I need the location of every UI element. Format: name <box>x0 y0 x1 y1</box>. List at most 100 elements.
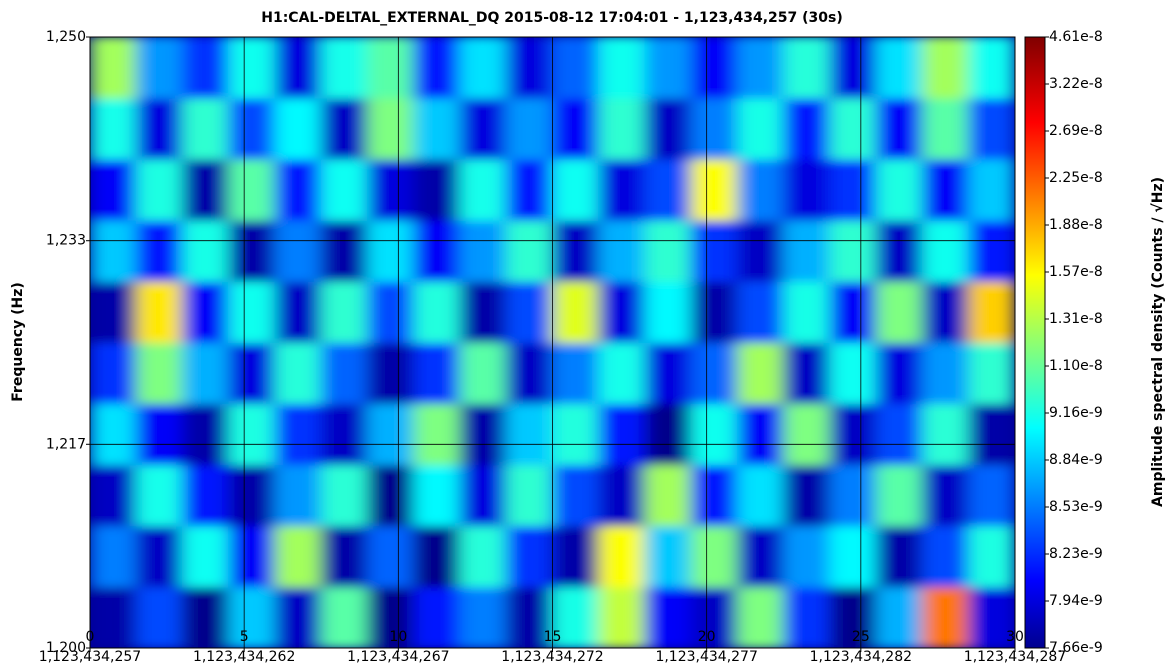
heatmap-cell <box>274 342 322 405</box>
heatmap-cell <box>274 97 322 160</box>
heatmap-cell <box>968 158 1015 221</box>
heatmap-cell <box>90 97 137 160</box>
heatmap-cell <box>182 97 230 160</box>
x-tick-label: 10 <box>389 629 407 645</box>
heatmap-cell <box>737 403 785 466</box>
x-tick-label: 30 <box>1006 629 1024 645</box>
colorbar-tick-label: 7.94e-9 <box>1049 593 1103 609</box>
heatmap-cell <box>228 37 276 99</box>
colorbar-tick-label: 1.57e-8 <box>1049 264 1103 280</box>
heatmap-cell <box>598 158 646 221</box>
colorbar-tick-label: 2.25e-8 <box>1049 170 1103 186</box>
heatmap-cell <box>875 219 923 282</box>
heatmap-cell <box>320 403 368 466</box>
heatmap-cell <box>413 342 461 405</box>
heatmap-cell <box>90 342 137 405</box>
heatmap-cell <box>598 403 646 466</box>
heatmap-cell <box>320 37 368 99</box>
heatmap-cell <box>135 158 183 221</box>
heatmap-cell <box>274 37 322 99</box>
heatmap-cell <box>274 525 322 588</box>
heatmap-cell <box>968 586 1015 648</box>
heatmap-cell <box>690 280 738 343</box>
heatmap-cell <box>598 464 646 527</box>
heatmap-cell <box>922 219 970 282</box>
colorbar-tick-label: 1.31e-8 <box>1049 311 1103 327</box>
heatmap-cell <box>829 37 877 99</box>
heatmap-cell <box>228 464 276 527</box>
heatmap-cell <box>783 525 831 588</box>
heatmap-cell <box>228 219 276 282</box>
colorbar-tick-label: 8.53e-9 <box>1049 499 1103 515</box>
heatmap-cell <box>875 464 923 527</box>
heatmap-cell <box>922 525 970 588</box>
heatmap-cell <box>135 586 183 648</box>
x-tick-sublabel: 1,123,434,257 <box>39 649 141 665</box>
heatmap-cell <box>875 280 923 343</box>
heatmap-cell <box>274 586 322 648</box>
heatmap-cell <box>552 97 600 160</box>
heatmap-cell <box>505 586 553 648</box>
heatmap-cell <box>274 464 322 527</box>
heatmap-cell <box>413 586 461 648</box>
heatmap-cell <box>320 280 368 343</box>
heatmap-cell <box>737 280 785 343</box>
heatmap-cell <box>783 219 831 282</box>
heatmap-cell <box>737 37 785 99</box>
heatmap-cell <box>274 158 322 221</box>
heatmap-cell <box>968 464 1015 527</box>
heatmap-cell <box>644 403 692 466</box>
heatmap-cell <box>182 586 230 648</box>
heatmap-cell <box>552 280 600 343</box>
heatmap-cell <box>875 37 923 99</box>
x-tick-label: 0 <box>86 629 95 645</box>
heatmap-cell <box>182 464 230 527</box>
heatmap-cell <box>90 280 137 343</box>
x-tick-label: 5 <box>240 629 249 645</box>
heatmap-cell <box>552 37 600 99</box>
heatmap-cell <box>135 219 183 282</box>
colorbar-tick-label: 8.23e-9 <box>1049 546 1103 562</box>
heatmap-cell <box>505 219 553 282</box>
heatmap-cells <box>90 37 1015 648</box>
heatmap-cell <box>182 342 230 405</box>
heatmap-cell <box>459 464 507 527</box>
heatmap-cell <box>228 97 276 160</box>
colorbar-label: Amplitude spectral density (Counts / √Hz… <box>1150 177 1166 507</box>
heatmap-cell <box>135 403 183 466</box>
heatmap-cell <box>644 280 692 343</box>
heatmap-cell <box>413 464 461 527</box>
heatmap-cell <box>875 586 923 648</box>
heatmap-cell <box>829 464 877 527</box>
heatmap-cell <box>182 280 230 343</box>
heatmap-cell <box>968 280 1015 343</box>
heatmap-cell <box>459 280 507 343</box>
heatmap-cell <box>737 586 785 648</box>
heatmap-cell <box>598 97 646 160</box>
heatmap-cell <box>135 525 183 588</box>
heatmap-cell <box>690 158 738 221</box>
colorbar-tick-label: 7.66e-9 <box>1049 640 1103 656</box>
heatmap-cell <box>274 280 322 343</box>
heatmap-cell <box>367 280 415 343</box>
heatmap-cell <box>690 37 738 99</box>
heatmap-cell <box>690 525 738 588</box>
heatmap-cell <box>505 97 553 160</box>
heatmap-cell <box>135 97 183 160</box>
y-tick-label: 1,200 <box>46 640 86 656</box>
y-tick-label: 1,233 <box>46 233 86 249</box>
heatmap-cell <box>505 342 553 405</box>
heatmap-cell <box>459 403 507 466</box>
heatmap-cell <box>968 37 1015 99</box>
heatmap-cell <box>367 37 415 99</box>
heatmap-cell <box>552 342 600 405</box>
heatmap-cell <box>690 464 738 527</box>
heatmap-cell <box>90 219 137 282</box>
heatmap-cell <box>875 342 923 405</box>
heatmap-cell <box>90 586 137 648</box>
heatmap-cell <box>598 586 646 648</box>
x-tick-sublabel: 1,123,434,267 <box>347 649 449 665</box>
heatmap-cell <box>320 158 368 221</box>
heatmap-cell <box>737 464 785 527</box>
